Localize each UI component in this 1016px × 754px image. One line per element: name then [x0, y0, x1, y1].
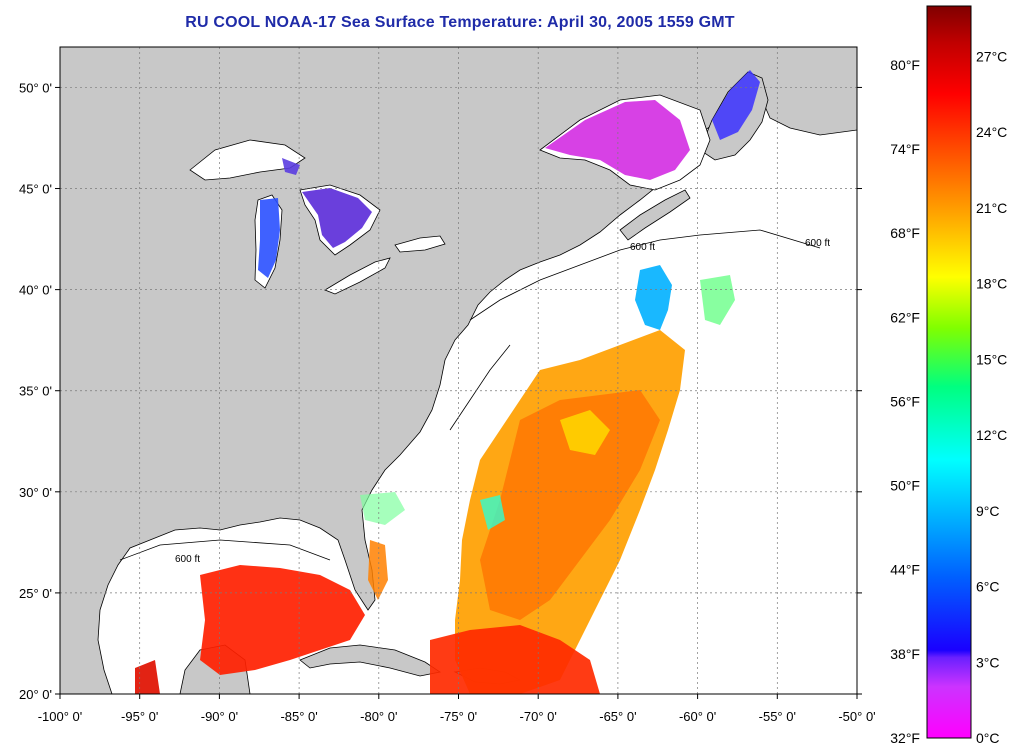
- lon-tick-label: -70° 0': [520, 709, 557, 724]
- land-nova-scotia: [619, 189, 691, 241]
- colorbar-f-label: 44°F: [890, 562, 920, 578]
- lat-tick-label: 45° 0': [19, 182, 52, 197]
- colorbar-c-label: 12°C: [976, 427, 1007, 443]
- map-frame: [59, 46, 858, 695]
- sst-newfoundland-east: [712, 70, 760, 140]
- colorbar: [926, 5, 972, 739]
- lat-tick-label: 30° 0': [19, 485, 52, 500]
- lon-tick-label: -90° 0': [201, 709, 238, 724]
- contour-label-gulf: 600 ft: [175, 554, 200, 565]
- colorbar-f-label: 38°F: [890, 646, 920, 662]
- sst-gulf-of-maine: [635, 265, 672, 330]
- latitude-labels: 20° 0' 25° 0' 30° 0' 35° 0' 40° 0' 45° 0' 50° …: [19, 80, 52, 702]
- colorbar-f-label: 50°F: [890, 478, 920, 494]
- sst-gulf-st-lawrence: [545, 100, 690, 180]
- sst-caribbean: [430, 625, 600, 694]
- colorbar-fahrenheit-labels: 32°F 38°F 44°F 50°F 56°F 62°F 68°F 74°F 80°F: [890, 57, 920, 746]
- lat-tick-label: 25° 0': [19, 586, 52, 601]
- lake-erie: [324, 257, 391, 295]
- colorbar-c-label: 15°C: [976, 351, 1007, 367]
- colorbar-c-label: 6°C: [976, 579, 1000, 595]
- lat-tick-label: 35° 0': [19, 384, 52, 399]
- lake-ontario: [394, 235, 446, 253]
- sst-carolina: [360, 492, 405, 525]
- sst-florida-coast: [368, 540, 388, 600]
- sst-gulf-of-mexico: [200, 565, 365, 675]
- colorbar-c-label: 18°C: [976, 276, 1007, 292]
- sst-yellow-patch: [560, 410, 610, 455]
- lon-tick-label: -50° 0': [838, 709, 875, 724]
- lat-tick-label: 20° 0': [19, 687, 52, 702]
- sst-western-gulf: [135, 660, 160, 694]
- lon-tick-label: -55° 0': [759, 709, 796, 724]
- lon-tick-label: -85° 0': [280, 709, 317, 724]
- lon-tick-label: -100° 0': [38, 709, 83, 724]
- colorbar-c-label: 9°C: [976, 503, 1000, 519]
- lon-tick-label: -65° 0': [599, 709, 636, 724]
- colorbar-c-label: 21°C: [976, 200, 1007, 216]
- sst-lake-michigan: [258, 198, 280, 278]
- lat-tick-label: 40° 0': [19, 283, 52, 298]
- lake-superior: [189, 139, 306, 181]
- sst-gulf-stream-warm: [480, 390, 660, 620]
- graticule: [55, 47, 862, 699]
- lon-tick-label: -95° 0': [121, 709, 158, 724]
- colorbar-f-label: 62°F: [890, 309, 920, 325]
- colorbar-c-label: 3°C: [976, 654, 1000, 670]
- colorbar-f-label: 56°F: [890, 393, 920, 409]
- sst-data-layer: [135, 70, 760, 694]
- lat-tick-label: 50° 0': [19, 80, 52, 95]
- colorbar-c-label: 24°C: [976, 124, 1007, 140]
- lon-tick-label: -80° 0': [360, 709, 397, 724]
- colorbar-celsius-labels: 0°C 3°C 6°C 9°C 12°C 15°C 18°C 21°C 24°C 27°C: [976, 48, 1007, 746]
- map-title: RU COOL NOAA-17 Sea Surface Temperature:…: [185, 14, 735, 31]
- colorbar-f-label: 74°F: [890, 141, 920, 157]
- colorbar-f-label: 68°F: [890, 225, 920, 241]
- sst-cyan-patch: [480, 495, 505, 530]
- contour-label-scotian: 600 ft: [630, 242, 655, 253]
- colorbar-c-label: 27°C: [976, 48, 1007, 64]
- colorbar-f-label: 80°F: [890, 57, 920, 73]
- longitude-labels: -100° 0' -95° 0' -90° 0' -85° 0' -80° 0' -75°…: [38, 709, 876, 724]
- contour-label-grand-banks: 600 ft: [805, 238, 830, 249]
- colorbar-f-label: 32°F: [890, 730, 920, 746]
- colorbar-c-label: 0°C: [976, 730, 1000, 746]
- sst-lake-superior: [282, 158, 300, 175]
- sst-lake-huron: [302, 188, 372, 248]
- lon-tick-label: -75° 0': [440, 709, 477, 724]
- sst-georges-bank: [700, 275, 735, 325]
- lon-tick-label: -60° 0': [679, 709, 716, 724]
- depth-contour-600ft: [119, 229, 821, 561]
